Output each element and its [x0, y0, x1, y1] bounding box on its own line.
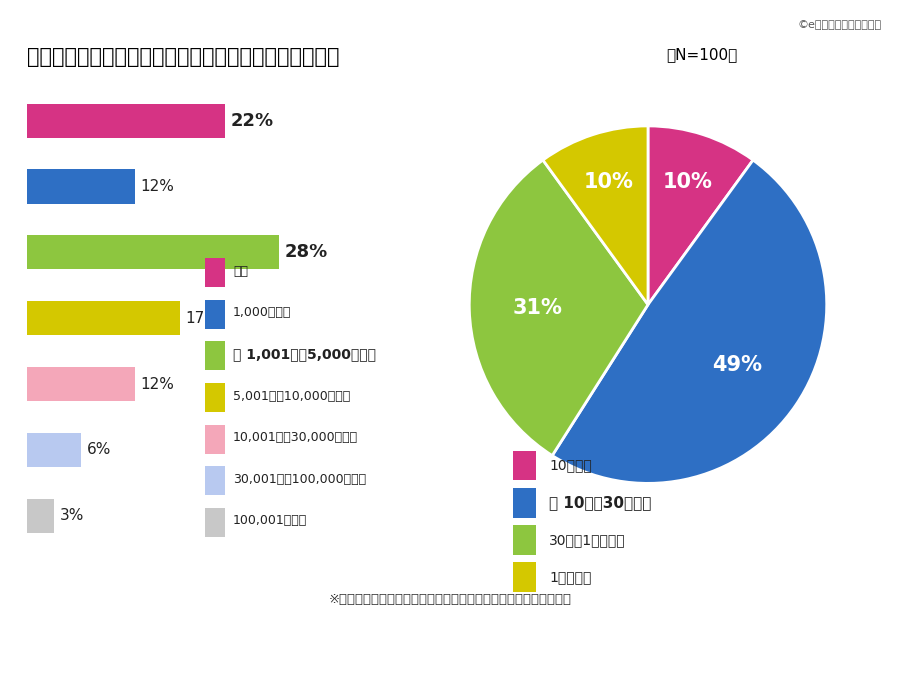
Text: 10%: 10% [662, 172, 713, 192]
Wedge shape [648, 126, 753, 305]
Text: 10分未満: 10分未満 [549, 458, 592, 473]
Bar [27, 104, 225, 138]
Text: 17%: 17% [185, 311, 220, 326]
FancyBboxPatch shape [205, 341, 225, 370]
Text: 30分～1時間未満: 30分～1時間未満 [549, 533, 626, 547]
Bar [27, 301, 180, 335]
Text: 14: 14 [22, 636, 48, 654]
FancyBboxPatch shape [205, 383, 225, 412]
FancyBboxPatch shape [205, 508, 225, 537]
Text: 1時間以上: 1時間以上 [549, 570, 591, 584]
Text: 30,001円～100,000円以下: 30,001円～100,000円以下 [233, 473, 366, 485]
Text: 100,001円以上: 100,001円以上 [233, 515, 307, 527]
FancyBboxPatch shape [513, 525, 536, 555]
Text: 5,001円～10,000円以下: 5,001円～10,000円以下 [233, 389, 350, 403]
Wedge shape [469, 160, 648, 456]
FancyBboxPatch shape [513, 562, 536, 592]
Text: 10%: 10% [583, 172, 634, 192]
Text: 👑 10分～30分未満: 👑 10分～30分未満 [549, 495, 652, 510]
Text: （N=100）: （N=100） [666, 47, 737, 62]
Bar [27, 367, 135, 401]
Text: 無料: 無料 [233, 265, 248, 278]
Text: 12%: 12% [140, 179, 175, 194]
FancyBboxPatch shape [205, 300, 225, 329]
FancyBboxPatch shape [205, 258, 225, 287]
Text: 31%: 31% [512, 298, 562, 318]
Text: 22%: 22% [230, 112, 274, 130]
Text: 12%: 12% [140, 376, 175, 391]
Text: 👑 1,001円～5,000円以下: 👑 1,001円～5,000円以下 [233, 347, 376, 362]
Bar [27, 498, 54, 533]
Text: 1,000円以下: 1,000円以下 [233, 307, 292, 320]
FancyBboxPatch shape [205, 424, 225, 454]
Text: ５．オンライン映像教材の利用料と１コンテンツの時間: ５．オンライン映像教材の利用料と１コンテンツの時間 [27, 47, 339, 68]
Wedge shape [543, 126, 648, 305]
Bar [27, 433, 81, 467]
Text: 49%: 49% [712, 355, 761, 375]
FancyBboxPatch shape [513, 451, 536, 481]
Text: ©eラーニング戦略研究所: ©eラーニング戦略研究所 [798, 20, 882, 30]
Text: 10,001円～30,000円以下: 10,001円～30,000円以下 [233, 431, 358, 444]
Wedge shape [553, 160, 827, 483]
Bar [27, 236, 279, 269]
Text: 3%: 3% [59, 508, 84, 523]
Text: ※セット講座のような複数の映像教材を利用の場合はセットの料金: ※セット講座のような複数の映像教材を利用の場合はセットの料金 [328, 592, 572, 606]
Text: 6%: 6% [86, 442, 111, 458]
Bar [27, 169, 135, 204]
Text: 28%: 28% [284, 243, 328, 261]
FancyBboxPatch shape [205, 466, 225, 496]
Text: オンライン映像教材による社会人学習に関する意識調査報告書: オンライン映像教材による社会人学習に関する意識調査報告書 [617, 637, 873, 653]
FancyBboxPatch shape [513, 487, 536, 517]
